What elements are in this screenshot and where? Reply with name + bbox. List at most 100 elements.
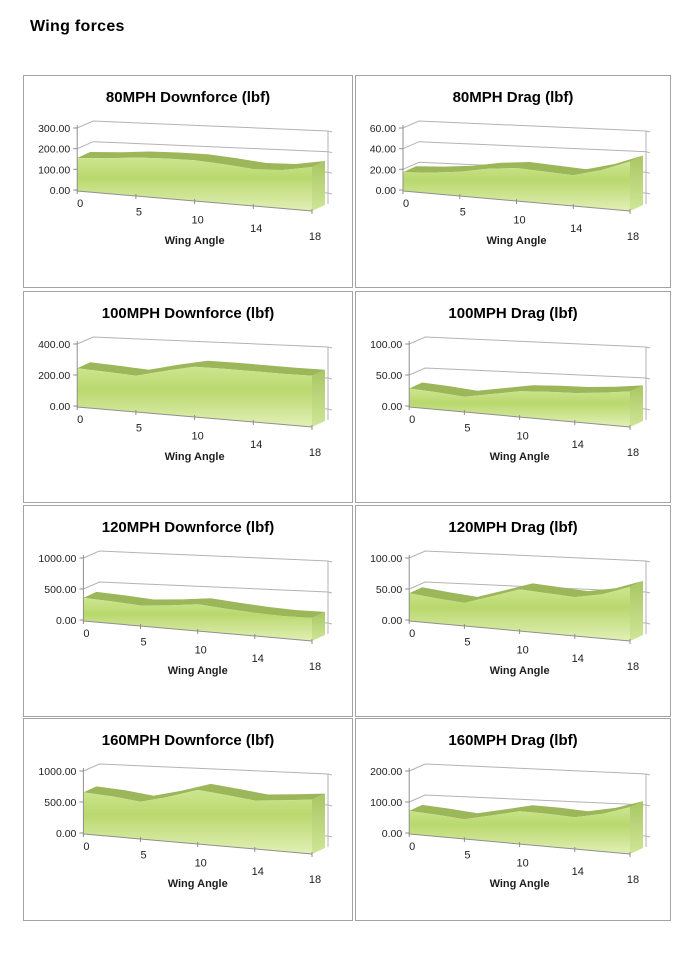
svg-text:5: 5 [136,422,142,434]
svg-text:5: 5 [464,849,470,861]
chart-canvas: 0.00 100.00 200.00 300.00 0 5 10 14 18 Wing Angle [38,120,333,247]
svg-text:200.00: 200.00 [370,766,402,778]
svg-text:14: 14 [572,866,584,878]
chart-title: 80MPH Drag (lbf) [452,89,574,106]
svg-text:200.00: 200.00 [38,144,70,156]
svg-text:50.00: 50.00 [376,584,402,596]
svg-text:14: 14 [252,866,264,878]
chart-title: 120MPH Drag (lbf) [448,519,578,536]
svg-text:0.00: 0.00 [382,401,403,413]
svg-text:10: 10 [195,858,207,870]
svg-text:40.00: 40.00 [370,144,396,156]
chart-canvas: 0.00 50.00 100.00 0 5 10 14 18 Wing Angle [370,550,651,677]
svg-text:18: 18 [309,874,321,886]
chart-title: 120MPH Downforce (lbf) [101,519,275,536]
svg-text:10: 10 [191,431,203,443]
svg-text:5: 5 [140,636,146,648]
svg-text:5: 5 [460,206,466,218]
chart-100mph-drag[interactable]: 100MPH Drag (lbf) 0.00 50.00 100.00 0 5 10 14 1… [355,291,671,503]
svg-text:0: 0 [409,841,415,853]
chart-title: 100MPH Downforce (lbf) [101,305,275,322]
svg-text:0: 0 [83,841,89,853]
svg-text:0.00: 0.00 [382,828,403,840]
chart-canvas: 0.00 100.00 200.00 0 5 10 14 18 Wing Angle [370,763,651,890]
svg-text:0.00: 0.00 [50,401,71,413]
svg-text:0.00: 0.00 [56,615,77,627]
svg-text:Wing Angle: Wing Angle [165,451,225,463]
svg-text:Wing Angle: Wing Angle [490,665,550,677]
svg-text:Wing Angle: Wing Angle [168,665,228,677]
svg-text:5: 5 [464,422,470,434]
svg-text:100.00: 100.00 [370,339,402,351]
svg-text:14: 14 [252,653,264,665]
svg-text:100.00: 100.00 [370,797,402,809]
svg-text:1000.00: 1000.00 [38,553,76,565]
chart-canvas: 0.00 50.00 100.00 0 5 10 14 18 Wing Angle [370,336,651,463]
chart-title: 160MPH Downforce (lbf) [101,732,275,749]
svg-text:14: 14 [572,439,584,451]
chart-title: 100MPH Drag (lbf) [448,305,578,322]
svg-text:0: 0 [403,198,409,210]
svg-text:10: 10 [516,645,528,657]
svg-text:10: 10 [513,215,525,227]
svg-text:10: 10 [191,215,203,227]
page-title: Wing forces [30,18,125,35]
svg-text:0.00: 0.00 [56,828,77,840]
chart-120mph-downforce[interactable]: 120MPH Downforce (lbf) 0.00 500.00 1000.00… [23,505,353,717]
svg-text:20.00: 20.00 [370,164,396,176]
svg-text:0.00: 0.00 [376,185,397,197]
svg-text:Wing Angle: Wing Angle [490,451,550,463]
svg-text:5: 5 [140,849,146,861]
svg-text:5: 5 [136,206,142,218]
svg-text:Wing Angle: Wing Angle [165,235,225,247]
svg-text:5: 5 [464,636,470,648]
svg-text:18: 18 [627,447,639,459]
svg-text:0: 0 [83,628,89,640]
svg-text:500.00: 500.00 [44,584,76,596]
svg-text:400.00: 400.00 [38,339,70,351]
svg-text:14: 14 [250,223,262,235]
svg-text:0: 0 [77,414,83,426]
svg-text:100.00: 100.00 [370,553,402,565]
chart-title: 80MPH Downforce (lbf) [105,89,271,106]
svg-text:18: 18 [627,231,639,243]
svg-text:Wing Angle: Wing Angle [168,878,228,890]
chart-title: 160MPH Drag (lbf) [448,732,578,749]
svg-text:0: 0 [409,628,415,640]
svg-text:100.00: 100.00 [38,164,70,176]
chart-canvas: 0.00 500.00 1000.00 0 5 10 14 18 Wing Angle [38,763,333,890]
svg-text:Wing Angle: Wing Angle [490,878,550,890]
svg-text:14: 14 [250,439,262,451]
svg-text:50.00: 50.00 [376,370,402,382]
svg-text:60.00: 60.00 [370,123,396,135]
svg-text:0: 0 [409,414,415,426]
svg-text:14: 14 [572,653,584,665]
svg-text:0.00: 0.00 [382,615,403,627]
chart-80mph-downforce[interactable]: 80MPH Downforce (lbf) 0.00 100.00 200.00 30… [23,75,353,288]
chart-120mph-drag[interactable]: 120MPH Drag (lbf) 0.00 50.00 100.00 0 5 10 14 1… [355,505,671,717]
svg-text:18: 18 [309,447,321,459]
chart-160mph-drag[interactable]: 160MPH Drag (lbf) 0.00 100.00 200.00 0 5 10 14… [355,718,671,921]
svg-text:1000.00: 1000.00 [38,766,76,778]
svg-text:18: 18 [309,661,321,673]
svg-text:18: 18 [627,661,639,673]
svg-text:18: 18 [309,231,321,243]
svg-text:0.00: 0.00 [50,185,71,197]
chart-canvas: 0.00 500.00 1000.00 0 5 10 14 18 Wing Angle [38,550,333,677]
svg-text:500.00: 500.00 [44,797,76,809]
svg-text:200.00: 200.00 [38,370,70,382]
chart-canvas: 0.00 20.00 40.00 60.00 0 5 10 14 18 Wing Angle [370,120,651,247]
svg-text:10: 10 [516,858,528,870]
chart-160mph-downforce[interactable]: 160MPH Downforce (lbf) 0.00 500.00 1000.00… [23,718,353,921]
svg-text:300.00: 300.00 [38,123,70,135]
svg-text:14: 14 [570,223,582,235]
svg-text:10: 10 [195,645,207,657]
svg-text:0: 0 [77,198,83,210]
svg-text:Wing Angle: Wing Angle [487,235,547,247]
chart-canvas: 0.00 200.00 400.00 0 5 10 14 18 Wing Angle [38,336,333,463]
svg-text:18: 18 [627,874,639,886]
svg-text:10: 10 [516,431,528,443]
chart-80mph-drag[interactable]: 80MPH Drag (lbf) 0.00 20.00 40.00 60.00 0 5 10… [355,75,671,288]
chart-100mph-downforce[interactable]: 100MPH Downforce (lbf) 0.00 200.00 400.00 0… [23,291,353,503]
